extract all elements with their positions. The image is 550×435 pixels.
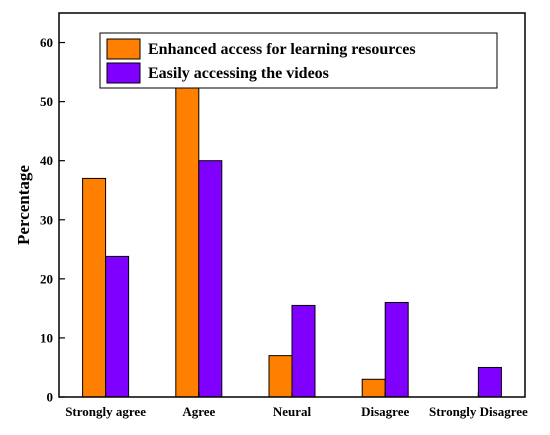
y-tick-label: 60 (40, 35, 53, 50)
y-tick-label: 50 (40, 94, 53, 109)
legend-swatch (106, 62, 141, 84)
y-tick-label: 10 (40, 330, 53, 345)
x-tick-label: Strongly Disagree (429, 404, 528, 419)
x-tick-label: Strongly agree (65, 404, 146, 419)
y-tick-label: 0 (47, 390, 54, 405)
x-tick-label: Neural (273, 404, 312, 419)
x-tick-label: Agree (182, 404, 215, 419)
legend-label: Enhanced access for learning resources (148, 41, 416, 58)
y-axis-title: Percentage (14, 165, 33, 245)
y-tick-label: 40 (40, 153, 53, 168)
bar (477, 366, 502, 398)
bar (82, 177, 107, 398)
legend-label: Easily accessing the videos (148, 65, 329, 82)
y-tick-label: 20 (40, 271, 53, 286)
x-tick-label: Disagree (361, 404, 409, 419)
bar (175, 83, 200, 398)
bar (361, 378, 386, 398)
legend-swatch (106, 38, 141, 60)
bars-group (82, 83, 502, 398)
bar (105, 255, 130, 398)
bar (268, 355, 293, 398)
x-axis-labels: Strongly agree Agree Neural Disagree Strongl… (65, 392, 528, 419)
y-tick-label: 30 (40, 212, 53, 227)
plot-frame (58, 12, 526, 398)
legend: Enhanced access for learning resources Ea… (99, 32, 498, 89)
bar (198, 160, 223, 398)
bar (384, 301, 409, 398)
y-axis-ticks: 0 10 20 30 40 50 60 (40, 35, 65, 405)
bar (291, 304, 316, 398)
legend-box (99, 32, 498, 89)
